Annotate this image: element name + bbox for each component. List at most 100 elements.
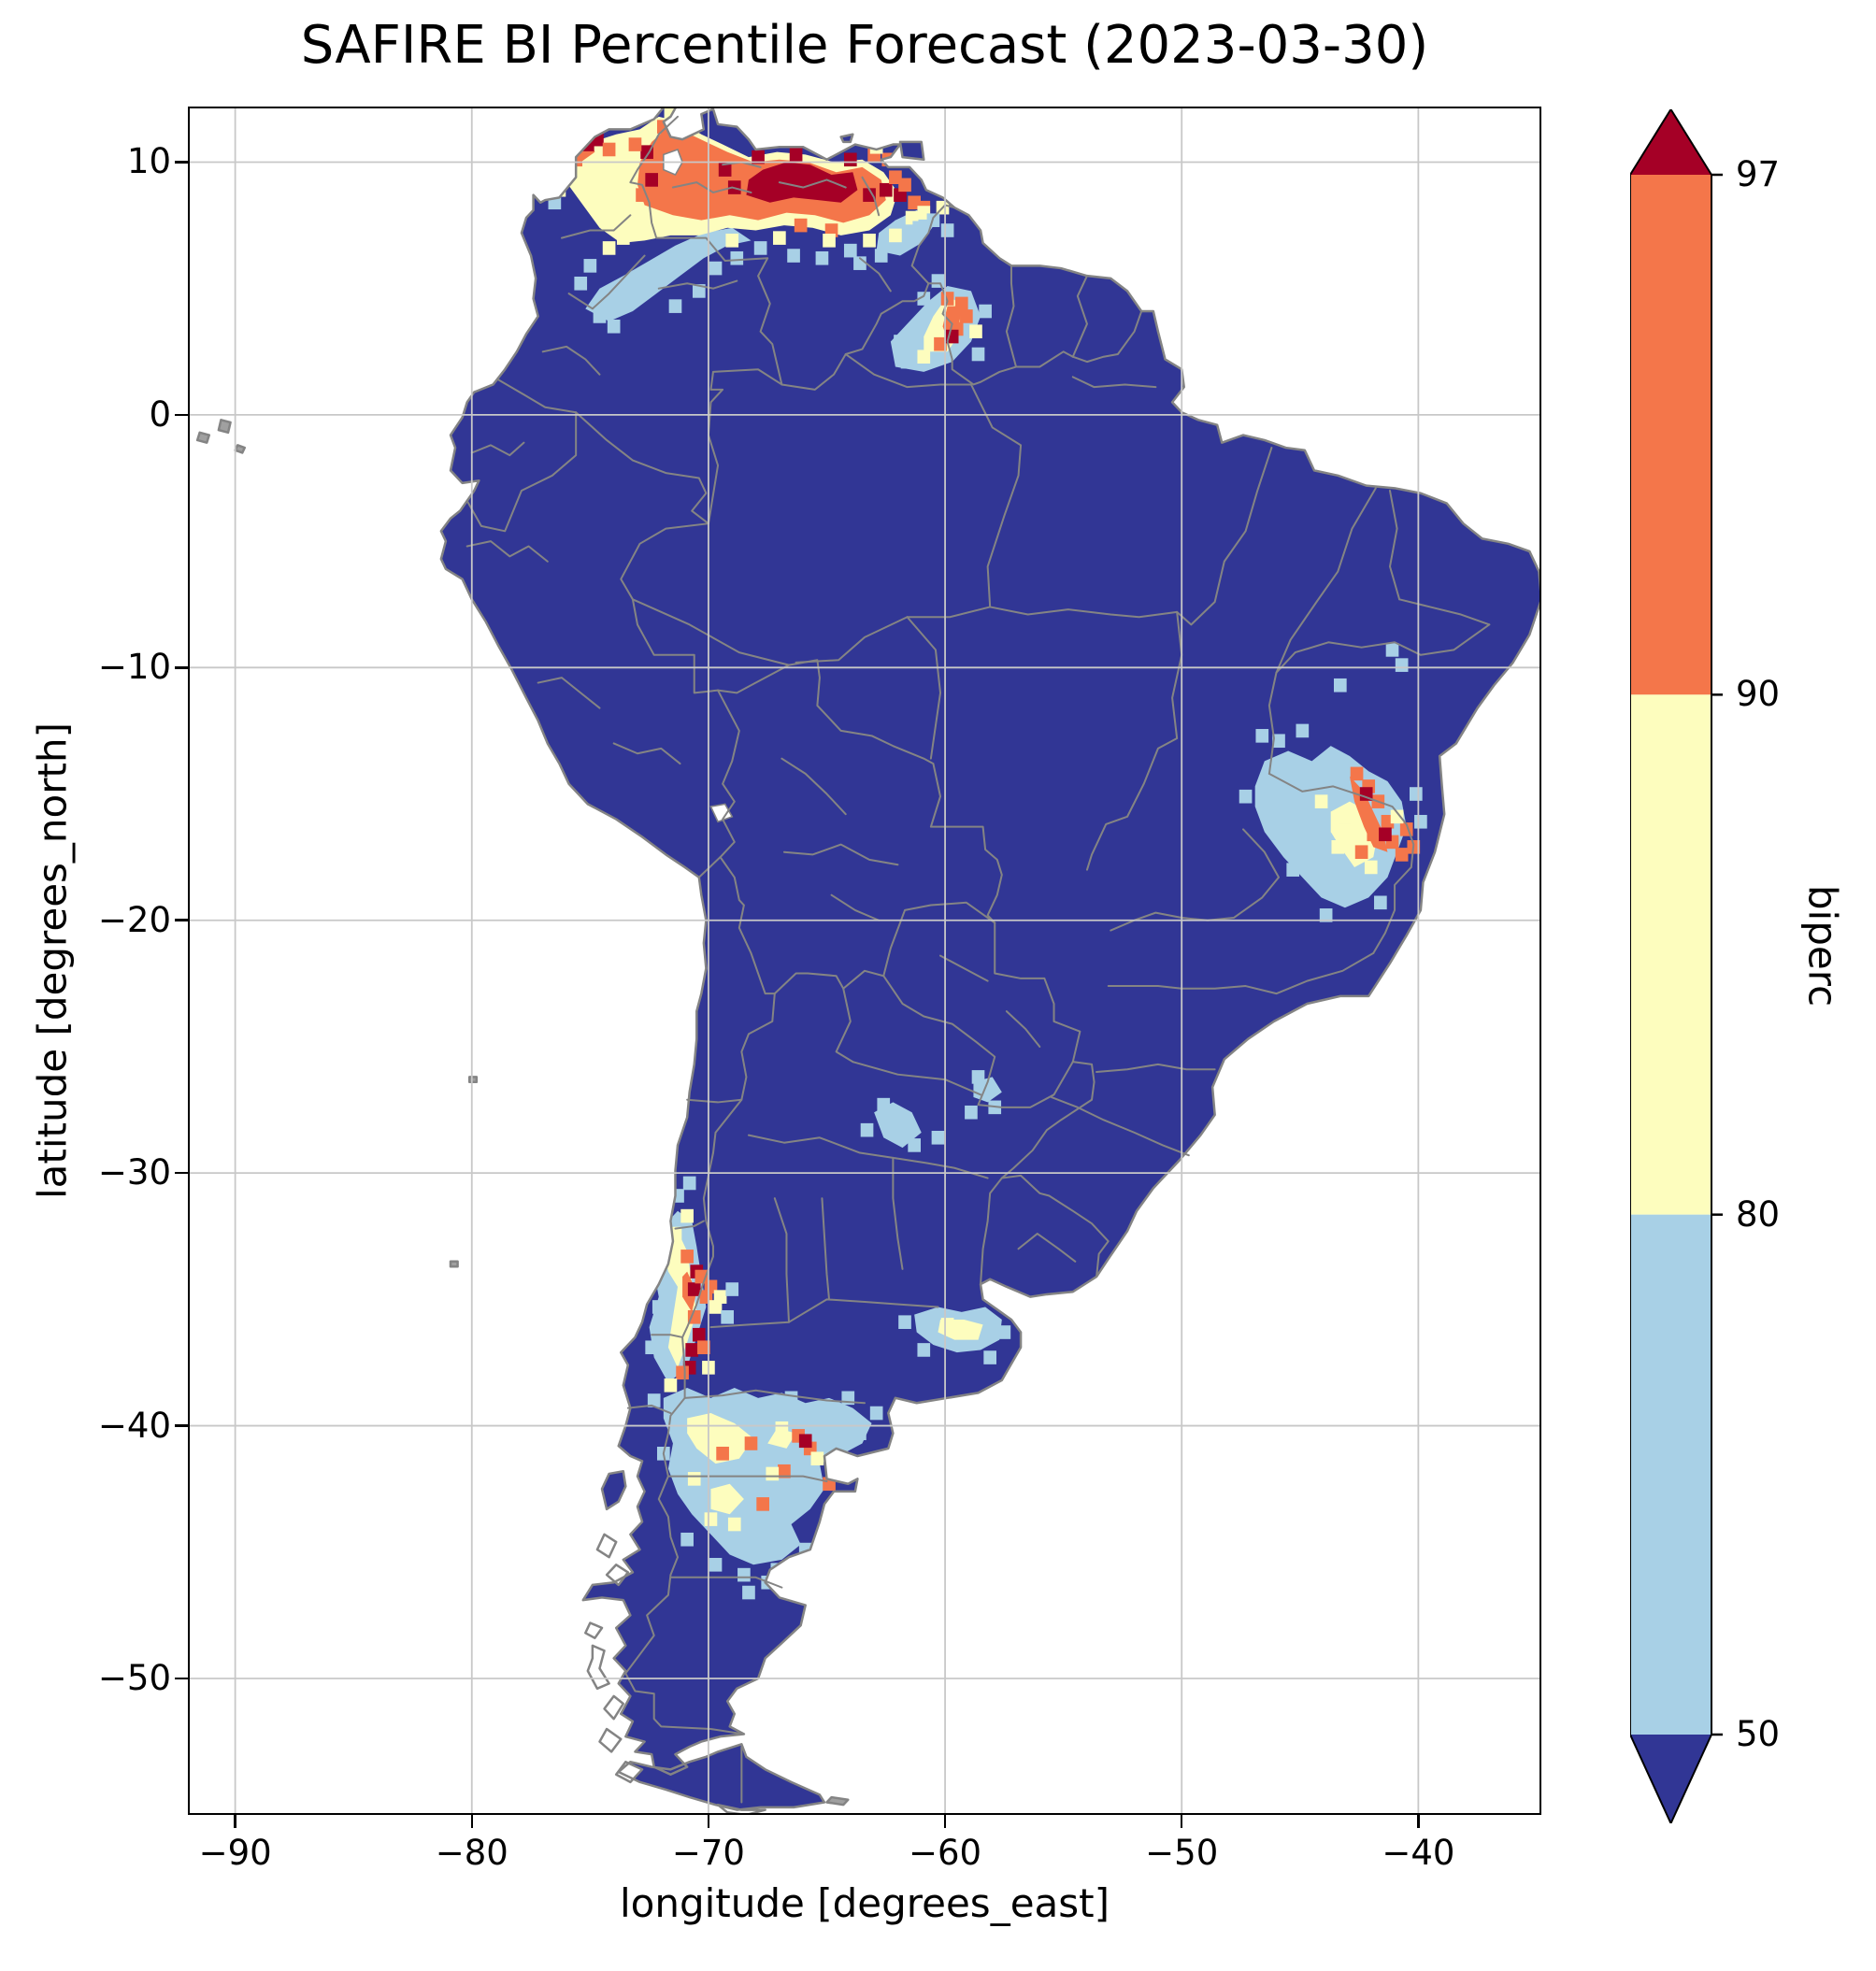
colorbar-tick-label: 50: [1736, 1714, 1781, 1754]
grid-cell: [1390, 809, 1404, 824]
grid-cell: [1409, 787, 1423, 801]
grid-cell: [574, 276, 588, 291]
grid-cell: [869, 1406, 883, 1421]
x-tick: [234, 1815, 236, 1828]
grid-cell: [997, 1325, 1011, 1339]
grid-cell: [692, 284, 706, 298]
admin-border: [1269, 673, 1277, 774]
x-tick: [1180, 1815, 1183, 1828]
grid-cell: [687, 1472, 701, 1486]
grid-cell: [725, 1282, 739, 1296]
grid-cell: [787, 249, 800, 263]
data-blob: [746, 162, 858, 203]
grid-cell: [954, 296, 968, 311]
coastline: [841, 135, 853, 142]
plot-area: [188, 107, 1541, 1815]
grid-cell: [704, 1512, 718, 1526]
grid-cell: [1333, 678, 1347, 693]
map-canvas: [188, 107, 1541, 1815]
grid-cell: [877, 1097, 891, 1112]
y-tick: [175, 919, 188, 921]
colorbar-tick-label: 97: [1736, 154, 1781, 194]
coastline: [602, 1471, 625, 1509]
coastline: [616, 1762, 642, 1782]
admin-border: [781, 283, 928, 390]
x-tick-label: −70: [671, 1833, 745, 1873]
grid-cell: [1374, 895, 1387, 910]
south-america-mainland: [440, 107, 1541, 1775]
admin-border: [1276, 488, 1375, 672]
grid-cell: [965, 1105, 978, 1120]
grid-cell: [687, 1309, 701, 1324]
grid-cell: [671, 1189, 684, 1203]
grid-cell: [931, 274, 945, 288]
admin-border: [633, 599, 789, 664]
grid-cell: [1348, 824, 1361, 839]
grid-cell: [1239, 789, 1253, 804]
grid-cell: [742, 1585, 755, 1600]
y-axis-label: latitude [degrees_north]: [29, 722, 76, 1199]
admin-border: [673, 182, 752, 193]
grid-cell: [794, 218, 808, 233]
grid-cell: [744, 1436, 758, 1450]
grid-cell: [721, 1309, 735, 1324]
grid-cell: [692, 1327, 706, 1342]
admin-border: [1016, 351, 1073, 366]
grid-cell: [898, 1315, 911, 1329]
grid-cell: [1414, 814, 1427, 829]
grid-cell: [971, 1070, 985, 1084]
admin-border: [685, 1391, 865, 1404]
grid-cell: [863, 188, 876, 202]
admin-border: [1002, 1062, 1095, 1178]
fjord-island: [587, 1645, 609, 1689]
grid-cell: [898, 178, 911, 193]
y-tick: [175, 1171, 188, 1175]
grid-cell: [934, 336, 947, 351]
admin-border: [852, 1062, 981, 1094]
colorbar-extend-over: [1630, 109, 1711, 175]
admin-border: [832, 895, 880, 921]
grid-cell: [983, 1350, 997, 1364]
grid-cell: [730, 250, 744, 265]
coastline: [469, 1077, 477, 1081]
x-tick-label: −60: [909, 1833, 982, 1873]
grid-cell: [1354, 845, 1368, 860]
grid-cell: [969, 324, 982, 338]
x-tick: [1417, 1815, 1420, 1828]
grid-cell: [647, 1393, 661, 1407]
grid-cell: [1314, 794, 1328, 808]
admin-border: [995, 922, 1080, 1062]
grid-cell: [656, 1214, 670, 1228]
admin-border: [718, 691, 739, 857]
grid-cell: [853, 1426, 866, 1440]
y-tick-label: −40: [97, 1405, 171, 1446]
colorbar-label: biperc: [1799, 884, 1846, 1007]
grid-cell: [1364, 860, 1378, 875]
grid-cell: [697, 1340, 710, 1355]
admin-border: [781, 759, 845, 814]
grid-cell: [738, 1567, 751, 1582]
coastline: [441, 107, 1541, 1775]
grid-cell: [874, 249, 888, 263]
admin-border: [1096, 1064, 1215, 1072]
admin-border: [846, 354, 971, 387]
grid-cell: [607, 319, 621, 334]
admin-border: [675, 1221, 703, 1229]
admin-border: [1087, 612, 1181, 870]
y-tick-label: 0: [149, 393, 171, 435]
grid-cell: [889, 228, 902, 243]
admin-border: [928, 283, 1016, 384]
data-blob: [767, 1428, 796, 1449]
admin-border: [498, 379, 577, 412]
admin-border: [1073, 311, 1141, 362]
plot-title: SAFIRE BI Percentile Forecast (2023-03-3…: [300, 15, 1429, 76]
admin-border: [1052, 1097, 1189, 1155]
juan-fernandez-island: [450, 1261, 458, 1267]
coastline: [597, 1535, 616, 1557]
admin-border: [625, 993, 774, 1734]
grid-cell: [778, 1464, 791, 1478]
grid-cell: [823, 234, 836, 248]
grid-cell: [727, 1517, 741, 1532]
grid-cell: [908, 1138, 921, 1152]
grid-cell: [725, 234, 739, 248]
